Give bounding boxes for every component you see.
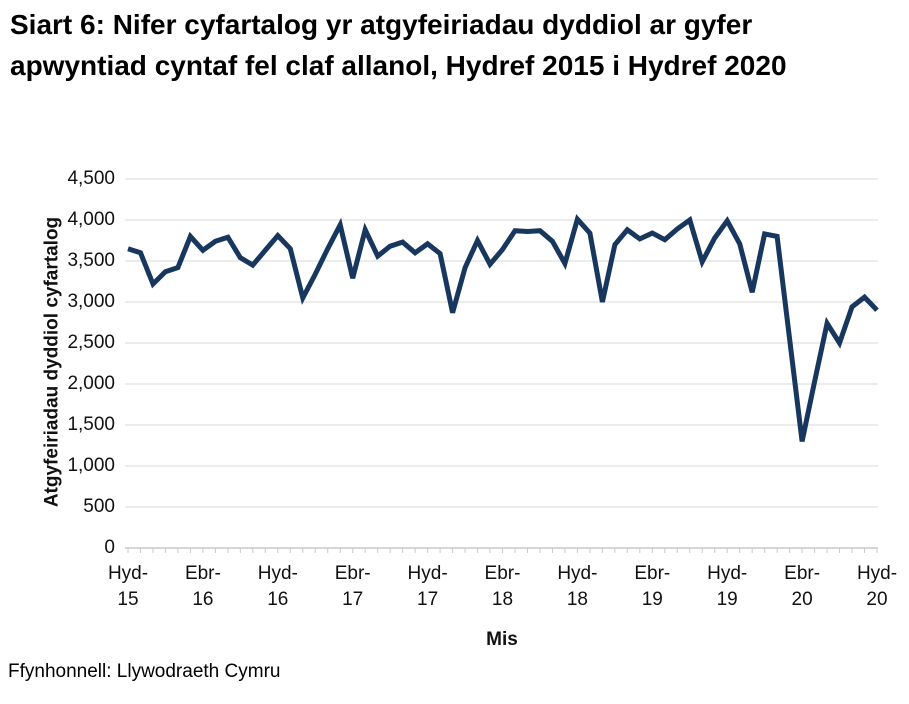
x-tick-label-year: 20 bbox=[866, 589, 888, 610]
x-tick-label-year: 16 bbox=[267, 589, 289, 610]
source-note: Ffynhonnell: Llywodraeth Cymru bbox=[8, 661, 281, 682]
x-tick-label: Ebr- 18 bbox=[465, 561, 541, 613]
x-tick-label-month: Ebr- bbox=[484, 563, 521, 584]
x-tick-label-month: Hyd- bbox=[107, 563, 149, 584]
x-tick-label: Hyd- 16 bbox=[240, 561, 316, 613]
y-tick-label: 0 bbox=[104, 537, 115, 558]
x-tick-label-year: 18 bbox=[566, 589, 588, 610]
y-tick-label: 3,000 bbox=[67, 291, 115, 312]
x-tick-label-year: 19 bbox=[716, 589, 738, 610]
x-tick-label-month: Hyd- bbox=[856, 563, 898, 584]
x-tick-label-month: Ebr- bbox=[784, 563, 821, 584]
y-tick-label: 1,500 bbox=[67, 414, 115, 435]
x-tick-label-month: Hyd- bbox=[707, 563, 748, 584]
x-tick-label-month: Ebr- bbox=[334, 563, 371, 584]
x-tick-label-year: 18 bbox=[491, 589, 514, 610]
y-tick-label: 1,000 bbox=[67, 455, 115, 476]
x-tick-label: Ebr- 16 bbox=[165, 561, 241, 613]
y-tick-label: 3,500 bbox=[67, 250, 115, 271]
x-tick-label-month: Hyd- bbox=[257, 563, 298, 584]
x-tick-label: Hyd- 17 bbox=[390, 561, 466, 613]
data-series-line bbox=[127, 214, 879, 442]
y-axis-title: Atgyfeiriadau dyddiol cyfartalog bbox=[41, 216, 63, 508]
x-tick-label-month: Hyd- bbox=[557, 563, 598, 584]
x-tick-label: Hyd- 18 bbox=[539, 561, 615, 613]
x-tick-label-year: 15 bbox=[117, 589, 139, 610]
y-tick-label: 2,000 bbox=[67, 373, 115, 394]
x-tick-label-year: 17 bbox=[342, 589, 364, 610]
x-tick-label: Hyd- 20 bbox=[839, 561, 909, 613]
x-tick-label-year: 20 bbox=[791, 589, 813, 610]
y-tick-label: 4,500 bbox=[67, 168, 115, 189]
x-tick-label: Ebr- 17 bbox=[315, 561, 391, 613]
x-axis-title: Mis bbox=[486, 629, 518, 650]
x-tick-label-year: 16 bbox=[192, 589, 214, 610]
x-tick-label-year: 19 bbox=[641, 589, 663, 610]
x-tick-label: Ebr- 19 bbox=[614, 561, 690, 613]
x-tick-label: Ebr- 20 bbox=[764, 561, 840, 613]
x-tick-label-month: Ebr- bbox=[184, 563, 221, 584]
y-tick-label: 2,500 bbox=[67, 332, 115, 353]
y-tick-label: 500 bbox=[83, 496, 115, 517]
chart-title: Siart 6: Nifer cyfartalog yr atgyfeiriad… bbox=[10, 9, 787, 81]
x-tick-label-month: Ebr- bbox=[634, 563, 671, 584]
x-tick-label: Hyd- 15 bbox=[90, 561, 166, 613]
y-tick-label: 4,000 bbox=[67, 209, 115, 230]
x-tick-label: Hyd- 19 bbox=[689, 561, 765, 613]
x-tick-label-year: 17 bbox=[417, 589, 439, 610]
x-tick-label-month: Hyd- bbox=[407, 563, 448, 584]
